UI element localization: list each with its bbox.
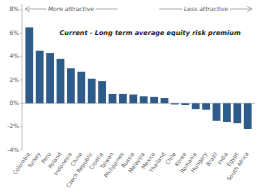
bar — [98, 81, 106, 103]
bar — [150, 97, 158, 103]
y-tick-label: 2% — [9, 76, 19, 83]
y-tick — [20, 150, 22, 151]
bar — [67, 68, 75, 103]
bar — [77, 72, 85, 104]
title: Current - Long term average equity risk … — [60, 29, 241, 37]
y-tick-label: 4% — [9, 52, 19, 59]
annotation: Less attractive — [184, 5, 229, 12]
y-axis-line — [22, 4, 23, 150]
y-tick-label: -4% — [7, 146, 19, 153]
chart-container: -4%-2%0%2%4%6%8%ColombiaTurkeyPeruPoland… — [0, 0, 259, 194]
y-tick-label: 0% — [9, 99, 19, 106]
bar — [140, 96, 148, 103]
y-tick — [20, 56, 22, 57]
bar — [161, 98, 169, 103]
x-tick-label: Czech Republic — [65, 151, 95, 189]
bar — [192, 103, 200, 109]
y-tick — [20, 33, 22, 34]
annotation: More attractive — [48, 5, 94, 12]
y-tick-label: 6% — [9, 29, 19, 36]
y-tick — [20, 9, 22, 10]
bar — [181, 103, 189, 105]
bar — [88, 79, 96, 104]
bar — [46, 53, 54, 103]
y-tick — [20, 79, 22, 80]
annotation-background — [46, 4, 95, 12]
x-tick-label: Brazil — [205, 151, 219, 167]
bar — [213, 103, 221, 121]
bar — [129, 95, 137, 104]
y-tick-label: -2% — [7, 122, 19, 129]
bar — [119, 94, 127, 103]
y-tick — [20, 126, 22, 127]
bar — [223, 103, 231, 122]
annotation-background — [182, 4, 230, 12]
bar — [233, 103, 241, 123]
bars — [25, 27, 251, 129]
x-tick-label: South Africa — [226, 151, 250, 182]
bar — [202, 103, 210, 109]
chart: -4%-2%0%2%4%6%8%ColombiaTurkeyPeruPoland… — [0, 0, 259, 194]
bar — [244, 103, 252, 129]
bar — [57, 59, 65, 103]
y-tick-label: 8% — [9, 5, 19, 12]
bar — [109, 94, 117, 103]
y-tick — [20, 103, 22, 104]
bar — [171, 103, 179, 104]
bar — [36, 51, 44, 104]
bar — [25, 27, 33, 103]
